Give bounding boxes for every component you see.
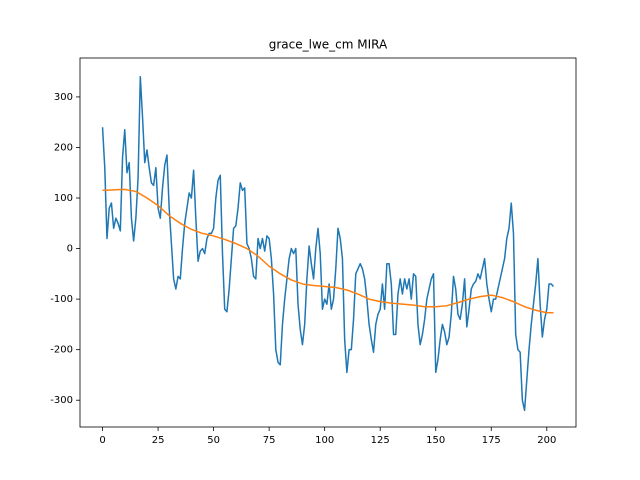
x-tick-label: 175 (482, 435, 501, 446)
x-tick-label: 75 (263, 435, 276, 446)
x-tick-label: 200 (537, 435, 556, 446)
y-tick-label: 100 (54, 193, 73, 204)
x-tick-label: 0 (99, 435, 105, 446)
plot-frame (79, 57, 577, 428)
y-tick-label: 0 (67, 244, 73, 255)
y-tick-label: -200 (50, 345, 73, 356)
x-tick-label: 150 (426, 435, 445, 446)
x-tick-label: 125 (371, 435, 390, 446)
y-tick-label: -300 (50, 395, 73, 406)
chart-title: grace_lwe_cm MIRA (269, 38, 388, 52)
x-tick-label: 100 (315, 435, 334, 446)
y-tick-label: 200 (54, 142, 73, 153)
y-tick-label: -100 (50, 294, 73, 305)
y-tick-label: 300 (54, 92, 73, 103)
series-line (102, 188, 554, 314)
x-tick-label: 50 (207, 435, 220, 446)
series-line (101, 75, 555, 412)
x-tick-label: 25 (152, 435, 165, 446)
